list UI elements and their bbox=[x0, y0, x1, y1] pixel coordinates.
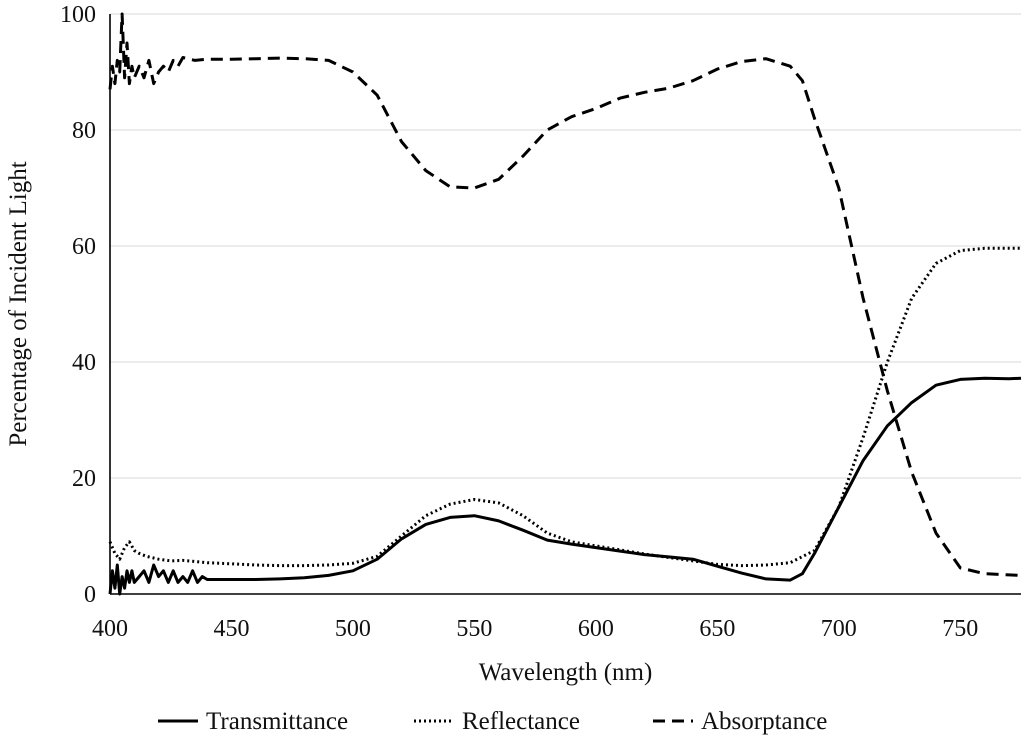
y-tick-80: 80 bbox=[72, 118, 96, 144]
y-tick-0: 0 bbox=[84, 582, 96, 608]
x-tick-labels: 400 450 500 550 600 650 700 750 bbox=[92, 616, 978, 642]
y-tick-20: 20 bbox=[72, 466, 96, 492]
series-absorptance-line bbox=[108, 12, 1022, 577]
x-tick-400: 400 bbox=[92, 616, 128, 642]
legend: Transmittance Reflectance Absorptance bbox=[158, 708, 827, 735]
y-tick-40: 40 bbox=[72, 350, 96, 376]
x-axis-title: Wavelength (nm) bbox=[479, 659, 653, 686]
legend-label-transmittance: Transmittance bbox=[206, 708, 348, 735]
legend-label-reflectance: Reflectance bbox=[462, 708, 580, 735]
series-lines bbox=[108, 12, 1022, 596]
x-tick-700: 700 bbox=[821, 616, 857, 642]
x-tick-500: 500 bbox=[335, 616, 371, 642]
x-tick-550: 550 bbox=[456, 616, 492, 642]
x-tick-600: 600 bbox=[578, 616, 614, 642]
series-transmittance-line bbox=[108, 376, 1022, 596]
x-tick-650: 650 bbox=[699, 616, 735, 642]
series-reflectance-line bbox=[108, 246, 1021, 568]
y-tick-60: 60 bbox=[72, 234, 96, 260]
y-tick-labels: 0 20 40 60 80 100 bbox=[60, 2, 96, 608]
y-tick-100: 100 bbox=[60, 2, 96, 28]
legend-label-absorptance: Absorptance bbox=[701, 708, 827, 735]
x-tick-750: 750 bbox=[942, 616, 978, 642]
y-axis-title: Percentage of Incident Light bbox=[5, 161, 32, 446]
grid-lines bbox=[110, 13, 1021, 479]
x-tick-450: 450 bbox=[213, 616, 249, 642]
